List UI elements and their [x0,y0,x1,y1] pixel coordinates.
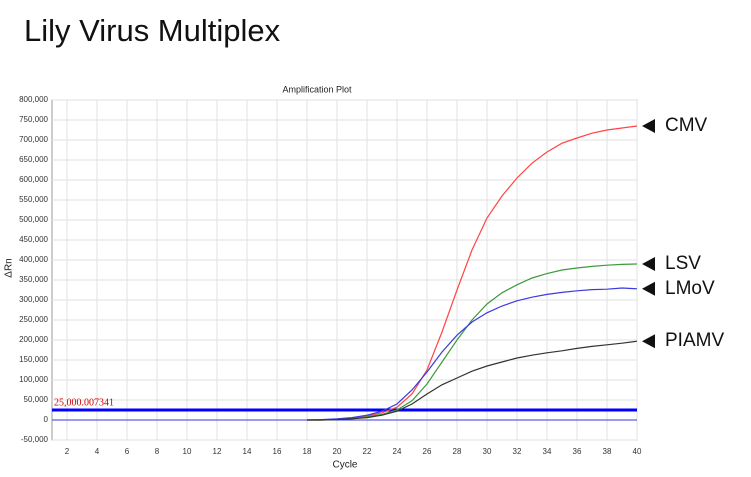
x-tick-label: 10 [183,447,192,456]
y-tick-label: 400,000 [19,255,48,264]
legend-marker [642,119,655,133]
series-line [307,340,638,421]
x-tick-label: 6 [125,447,130,456]
x-tick-label: 16 [273,447,282,456]
x-tick-label: 4 [95,447,100,456]
legend-label: LMoV [665,278,715,299]
legend-marker [642,334,655,349]
y-tick-label: 700,000 [19,135,48,144]
x-tick-label: 18 [303,447,312,456]
y-tick-label: 550,000 [19,195,48,204]
legend-label: CMV [665,115,708,136]
x-tick-label: 12 [213,447,222,456]
y-tick-label: 600,000 [19,175,48,184]
y-tick-label: 0 [44,415,49,424]
y-tick-label: 50,000 [24,395,49,404]
x-tick-label: 8 [155,447,160,456]
series-line [307,263,638,421]
y-tick-label: -50,000 [21,435,49,444]
y-axis-label: ΔRn [4,258,15,277]
y-tick-label: 450,000 [19,235,48,244]
x-tick-label: 34 [543,447,552,456]
legend-label: PIAMV [665,330,724,351]
legend-marker [642,257,655,271]
y-tick-label: 350,000 [19,275,48,284]
x-tick-label: 36 [573,447,582,456]
plot-title: Amplification Plot [282,84,352,94]
x-axis-label: Cycle [332,460,357,471]
x-tick-label: 32 [513,447,522,456]
x-tick-label: 20 [333,447,342,456]
chart-title: Lily Virus Multiplex [24,13,281,48]
y-tick-label: 100,000 [19,375,48,384]
x-tick-label: 28 [453,447,462,456]
x-tick-label: 30 [483,447,492,456]
threshold-label: 25,000.007341 [54,397,114,408]
series-line [306,287,638,421]
x-tick-label: 26 [423,447,432,456]
legend-marker [642,281,655,296]
y-tick-label: 500,000 [19,215,48,224]
x-tick-label: 40 [633,447,642,456]
x-tick-label: 22 [363,447,372,456]
x-tick-label: 2 [65,447,70,456]
x-tick-label: 24 [393,447,402,456]
y-tick-label: 150,000 [19,355,48,364]
y-tick-label: 800,000 [19,95,48,104]
y-tick-label: 650,000 [19,155,48,164]
y-tick-label: 750,000 [19,115,48,124]
x-tick-label: 38 [603,447,612,456]
y-tick-label: 250,000 [19,315,48,324]
x-tick-label: 14 [243,447,252,456]
legend-label: LSV [665,253,701,274]
y-tick-label: 300,000 [19,295,48,304]
y-tick-label: 200,000 [19,335,48,344]
series-line [307,125,638,421]
